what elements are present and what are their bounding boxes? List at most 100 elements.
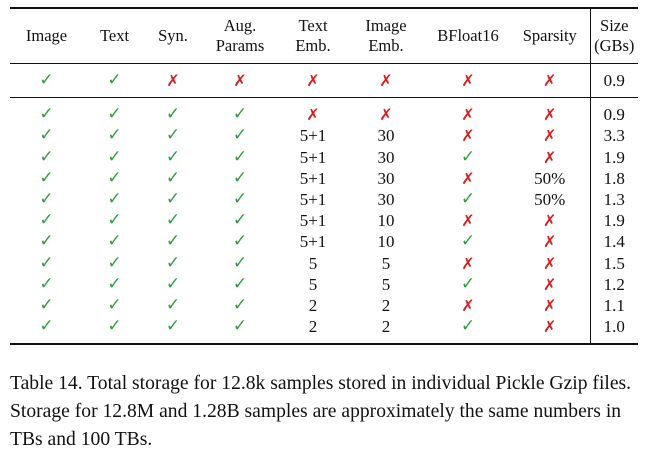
table-cell: 30	[377, 190, 395, 210]
check-mark-icon: ✓	[39, 189, 54, 210]
cross-mark-icon: ✗	[543, 126, 557, 146]
check-mark-icon: ✓	[232, 189, 248, 210]
storage-table-container: Image Text Syn. Aug. Params Text Emb. Image Emb.…	[10, 7, 638, 345]
check-mark-icon: ✓	[232, 104, 248, 125]
column-header-line: Image	[365, 16, 407, 35]
check-mark-icon: ✓	[39, 167, 54, 188]
check-mark-icon: ✓	[232, 294, 248, 315]
check-mark-icon: ✓	[165, 210, 181, 231]
table-row: ✓ ✓ ✓ ✓ 5+1 30 ✓ ✗ 1.9	[10, 146, 638, 168]
table-cell: 1.3	[589, 188, 638, 211]
cross-mark-icon: ✗	[461, 295, 475, 315]
check-mark-icon: ✓	[107, 210, 122, 231]
table-cell: 30	[377, 126, 395, 146]
table-row: ✓ ✓ ✓ ✓ 5 5 ✗ ✗ 1.5	[10, 252, 638, 274]
column-header: Image	[10, 8, 83, 64]
check-mark-icon: ✓	[39, 252, 54, 273]
check-mark-icon: ✓	[39, 210, 54, 231]
cross-mark-icon: ✗	[543, 105, 557, 125]
column-header-line: Sparsity	[522, 26, 577, 45]
cross-mark-icon: ✗	[461, 105, 475, 125]
table-cell: 1.2	[589, 273, 638, 295]
cross-mark-icon: ✗	[543, 253, 557, 273]
check-mark-icon: ✓	[165, 294, 181, 315]
cross-mark-icon: ✗	[461, 126, 475, 146]
table-cell: 5+1	[299, 211, 327, 231]
column-header-line: BFloat16	[437, 26, 499, 45]
row-spacer	[10, 337, 638, 345]
row-spacer	[10, 91, 638, 98]
table-cell: 1.1	[589, 294, 638, 317]
check-mark-icon: ✓	[39, 104, 54, 125]
table-row: ✓ ✓ ✓ ✓ 5+1 30 ✗ ✗ 3.3	[10, 125, 638, 147]
table-cell: 1.4	[589, 231, 638, 253]
check-mark-icon: ✓	[165, 104, 181, 125]
check-mark-icon: ✓	[39, 316, 54, 337]
spacer-cell	[146, 337, 200, 344]
column-header-line: Text	[298, 16, 328, 35]
spacer-cell	[589, 97, 638, 105]
cross-mark-icon: ✗	[233, 71, 247, 91]
cross-mark-icon: ✗	[543, 71, 557, 91]
table-cell: 3.3	[589, 125, 638, 147]
check-mark-icon: ✓	[39, 231, 54, 252]
spacer-cell	[346, 337, 426, 344]
check-mark-icon: ✓	[232, 146, 248, 167]
cross-mark-icon: ✗	[543, 147, 557, 167]
column-header-line: Syn.	[158, 26, 188, 45]
column-header: Image Emb.	[346, 8, 426, 64]
check-mark-icon: ✓	[165, 125, 181, 146]
cross-mark-icon: ✗	[461, 211, 475, 231]
spacer-cell	[589, 91, 638, 98]
check-mark-icon: ✓	[107, 231, 122, 252]
table-cell: 10	[377, 211, 395, 231]
check-mark-icon: ✓	[460, 273, 476, 294]
cross-mark-icon: ✗	[543, 295, 557, 315]
table-body: ✓ ✓ ✗ ✗ ✗ ✗ ✗ ✗ 0.9 ✓ ✓ ✓ ✓ ✗ ✗ ✗ ✗ 0.9 ✓ ✓ ✓ ✓ 5+1 30 ✗ ✗ 3.3 ✓ ✓ ✓ ✓…	[10, 63, 638, 345]
table-row: ✓ ✓ ✓ ✓ 5+1 10 ✗ ✗ 1.9	[10, 210, 638, 232]
row-spacer	[10, 97, 638, 105]
table-cell: 2	[381, 295, 391, 315]
table-cell: 0.9	[589, 104, 638, 126]
table-cell: 5	[308, 253, 318, 273]
column-header: Aug. Params	[200, 8, 280, 64]
check-mark-icon: ✓	[107, 294, 122, 315]
cross-mark-icon: ✗	[543, 232, 557, 252]
check-mark-icon: ✓	[165, 189, 181, 210]
check-mark-icon: ✓	[460, 189, 476, 210]
column-header: Sparsity	[510, 8, 590, 64]
column-header: BFloat16	[426, 8, 510, 64]
spacer-cell	[589, 337, 638, 345]
cross-mark-icon: ✗	[461, 71, 475, 91]
table-header-row: Image Text Syn. Aug. Params Text Emb. Image Emb.…	[10, 8, 638, 64]
table-cell: 5	[381, 274, 391, 294]
cross-mark-icon: ✗	[543, 317, 557, 337]
check-mark-icon: ✓	[107, 70, 122, 91]
check-mark-icon: ✓	[39, 273, 54, 294]
storage-table: Image Text Syn. Aug. Params Text Emb. Image Emb.…	[10, 7, 638, 345]
check-mark-icon: ✓	[232, 231, 248, 252]
table-cell: 0.9	[589, 70, 638, 92]
column-header-line: (GBs)	[594, 36, 635, 55]
check-mark-icon: ✓	[39, 294, 54, 315]
check-mark-icon: ✓	[460, 146, 476, 167]
check-mark-icon: ✓	[232, 125, 248, 146]
spacer-cell	[426, 337, 510, 344]
table-cell: 30	[377, 147, 395, 167]
table-row: ✓ ✓ ✓ ✓ 2 2 ✓ ✗ 1.0	[10, 316, 638, 338]
spacer-cell	[83, 337, 146, 344]
cross-mark-icon: ✗	[379, 105, 393, 125]
check-mark-icon: ✓	[232, 167, 248, 188]
table-cell: 50%	[534, 190, 566, 210]
table-cell: 30	[377, 168, 395, 188]
table-row: ✓ ✓ ✓ ✓ ✗ ✗ ✗ ✗ 0.9	[10, 104, 638, 126]
table-cell: 50%	[534, 168, 566, 188]
column-header: Text	[83, 8, 146, 64]
column-header-line: Aug.	[223, 16, 257, 35]
cross-mark-icon: ✗	[306, 105, 320, 125]
table-row: ✓ ✓ ✓ ✓ 5+1 30 ✗ 50% 1.8	[10, 167, 638, 189]
check-mark-icon: ✓	[107, 273, 122, 294]
table-cell: 1.8	[589, 167, 638, 189]
table-caption: Table 14. Total storage for 12.8k sample…	[10, 373, 632, 450]
table-row: ✓ ✓ ✓ ✓ 5 5 ✓ ✗ 1.2	[10, 273, 638, 295]
